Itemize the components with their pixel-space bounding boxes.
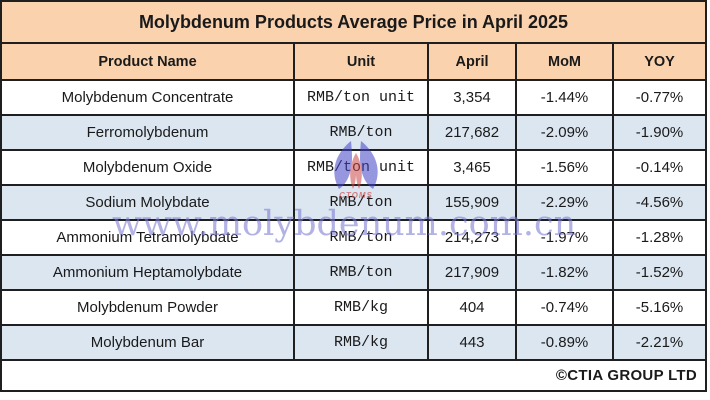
mom-cell: -1.44% — [515, 79, 614, 116]
yoy-cell: -5.16% — [611, 289, 708, 326]
unit-cell: RMB/ton — [293, 184, 429, 221]
mom-cell: -0.74% — [515, 289, 614, 326]
footer-row: ©CTIA GROUP LTD — [0, 359, 708, 392]
yoy-cell: -0.14% — [611, 149, 708, 186]
april-price-cell: 217,909 — [427, 254, 517, 291]
col-header-product-name: Product Name — [0, 42, 295, 81]
header-row: Product Name Unit April MoM YOY — [0, 42, 708, 81]
unit-cell: RMB/ton unit — [293, 79, 429, 116]
yoy-cell: -1.52% — [611, 254, 708, 291]
product-name-cell: Ferromolybdenum — [0, 114, 295, 151]
april-price-cell: 3,465 — [427, 149, 517, 186]
mom-cell: -1.56% — [515, 149, 614, 186]
unit-cell: RMB/ton — [293, 114, 429, 151]
yoy-cell: -1.90% — [611, 114, 708, 151]
yoy-cell: -0.77% — [611, 79, 708, 116]
col-header-april: April — [427, 42, 517, 81]
april-price-cell: 214,273 — [427, 219, 517, 256]
product-name-cell: Molybdenum Powder — [0, 289, 295, 326]
copyright-text: ©CTIA GROUP LTD — [0, 359, 708, 392]
table-row: Molybdenum Oxide RMB/ton unit 3,465 -1.5… — [0, 149, 708, 186]
unit-cell: RMB/kg — [293, 289, 429, 326]
product-name-cell: Molybdenum Oxide — [0, 149, 295, 186]
unit-cell: RMB/ton unit — [293, 149, 429, 186]
title-row: Molybdenum Products Average Price in Apr… — [0, 0, 708, 44]
yoy-cell: -4.56% — [611, 184, 708, 221]
unit-cell: RMB/ton — [293, 219, 429, 256]
april-price-cell: 155,909 — [427, 184, 517, 221]
mom-cell: -2.29% — [515, 184, 614, 221]
table-row: Molybdenum Powder RMB/kg 404 -0.74% -5.1… — [0, 289, 708, 326]
table-row: Sodium Molybdate RMB/ton 155,909 -2.29% … — [0, 184, 708, 221]
april-price-cell: 217,682 — [427, 114, 517, 151]
col-header-unit: Unit — [293, 42, 429, 81]
table-row: Ammonium Heptamolybdate RMB/ton 217,909 … — [0, 254, 708, 291]
product-name-cell: Sodium Molybdate — [0, 184, 295, 221]
unit-cell: RMB/ton — [293, 254, 429, 291]
table-row: Molybdenum Concentrate RMB/ton unit 3,35… — [0, 79, 708, 116]
page-title: Molybdenum Products Average Price in Apr… — [0, 0, 708, 44]
mom-cell: -1.97% — [515, 219, 614, 256]
col-header-yoy: YOY — [611, 42, 708, 81]
product-name-cell: Ammonium Heptamolybdate — [0, 254, 295, 291]
table-row: Molybdenum Bar RMB/kg 443 -0.89% -2.21% — [0, 324, 708, 361]
product-name-cell: Ammonium Tetramolybdate — [0, 219, 295, 256]
price-table: Molybdenum Products Average Price in Apr… — [0, 0, 708, 392]
mom-cell: -1.82% — [515, 254, 614, 291]
yoy-cell: -2.21% — [611, 324, 708, 361]
product-name-cell: Molybdenum Concentrate — [0, 79, 295, 116]
table-row: Ferromolybdenum RMB/ton 217,682 -2.09% -… — [0, 114, 708, 151]
april-price-cell: 404 — [427, 289, 517, 326]
table-row: Ammonium Tetramolybdate RMB/ton 214,273 … — [0, 219, 708, 256]
april-price-cell: 443 — [427, 324, 517, 361]
col-header-mom: MoM — [515, 42, 614, 81]
unit-cell: RMB/kg — [293, 324, 429, 361]
product-name-cell: Molybdenum Bar — [0, 324, 295, 361]
yoy-cell: -1.28% — [611, 219, 708, 256]
april-price-cell: 3,354 — [427, 79, 517, 116]
mom-cell: -2.09% — [515, 114, 614, 151]
mom-cell: -0.89% — [515, 324, 614, 361]
